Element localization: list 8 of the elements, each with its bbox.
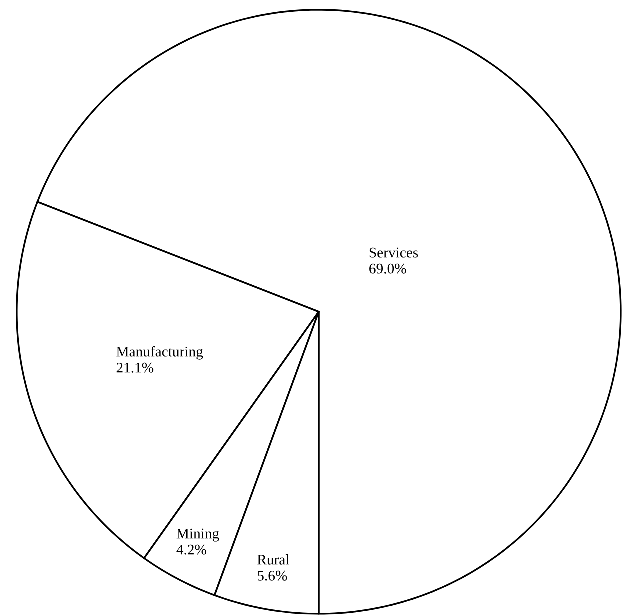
data-label: 5.6% [258, 570, 288, 581]
slice-label: Mining [176, 528, 220, 542]
slice-label: Services [370, 248, 418, 258]
data-label: 69.0% [370, 264, 406, 274]
data-label: 4.2% [176, 544, 206, 555]
slice-label: Manufacturing [116, 346, 204, 360]
slice-label: Rural [258, 554, 290, 565]
data-label: 21.1% [116, 362, 154, 373]
